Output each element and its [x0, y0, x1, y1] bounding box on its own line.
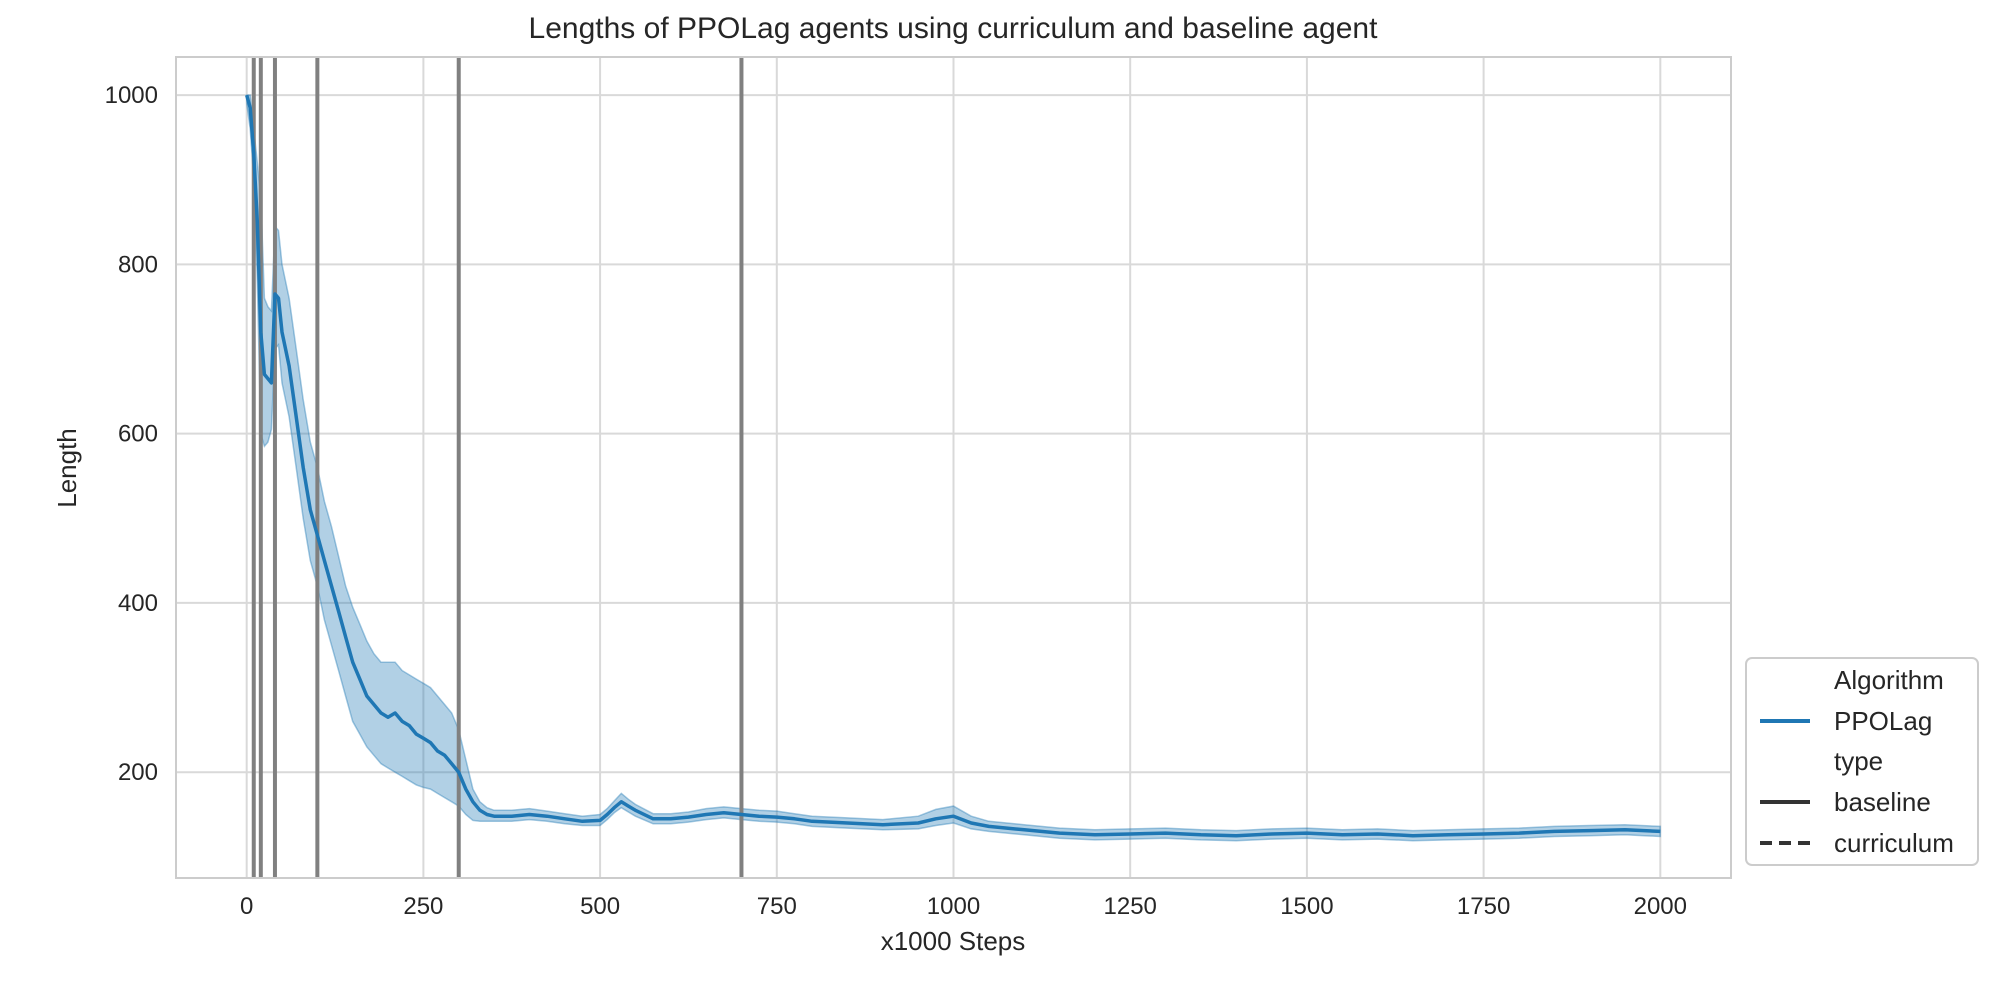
- x-tick-labels: 0 250 500 750 1000 1250 1500 1750 2000: [240, 893, 1687, 920]
- legend-label-curriculum: curriculum: [1834, 828, 1954, 858]
- y-tick-label: 400: [118, 590, 158, 617]
- y-tick-label: 800: [118, 251, 158, 278]
- x-tick-label: 250: [403, 893, 443, 920]
- x-tick-label: 1500: [1280, 893, 1333, 920]
- legend-label-ppolag: PPOLag: [1834, 706, 1932, 736]
- x-tick-label: 2000: [1634, 893, 1687, 920]
- x-tick-label: 750: [757, 893, 797, 920]
- series-line-ppolag: [245, 94, 1661, 838]
- legend: Algorithm PPOLag type baseline curriculu…: [1745, 657, 1979, 866]
- x-tick-label: 1250: [1104, 893, 1157, 920]
- curriculum-vertical-lines: [251, 57, 744, 878]
- y-tick-label: 1000: [105, 82, 158, 109]
- legend-label-baseline: baseline: [1834, 787, 1931, 817]
- chart-title: Lengths of PPOLag agents using curriculu…: [529, 12, 1379, 45]
- series-lines: [245, 94, 1661, 838]
- y-tick-labels: 200 400 600 800 1000: [105, 82, 158, 786]
- legend-header-type: type: [1834, 746, 1883, 776]
- legend-header-algorithm: Algorithm: [1834, 665, 1944, 695]
- x-tick-label: 500: [580, 893, 620, 920]
- plot-frame: [175, 56, 1732, 879]
- grid-lines: [176, 57, 1731, 878]
- y-tick-label: 200: [118, 759, 158, 786]
- y-axis-label: Length: [52, 428, 82, 508]
- x-tick-label: 1750: [1457, 893, 1510, 920]
- y-tick-label: 600: [118, 421, 158, 448]
- x-tick-label: 1000: [927, 893, 980, 920]
- x-tick-label: 0: [240, 893, 253, 920]
- confidence-band: [245, 94, 1662, 842]
- legend-box: [1745, 657, 1979, 866]
- x-axis-label: x1000 Steps: [881, 926, 1026, 956]
- series-band-ppolag: [245, 94, 1662, 842]
